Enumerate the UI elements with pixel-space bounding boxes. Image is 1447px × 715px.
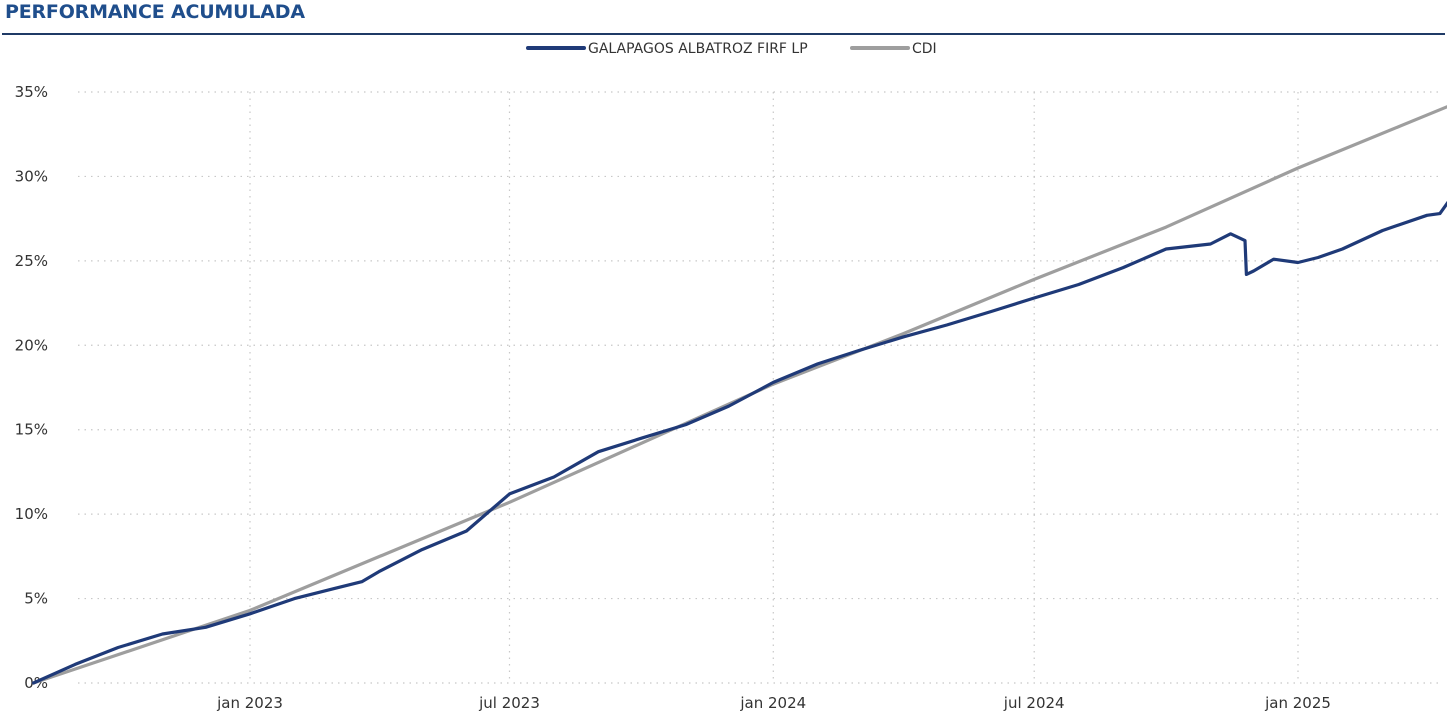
page-title: PERFORMANCE ACUMULADA <box>5 1 305 23</box>
x-axis-ticks: jan 2023 jul 2023 jan 2024 jul 2024 jan 2025 <box>216 694 1331 712</box>
legend-label: GALAPAGOS ALBATROZ FIRF LP <box>588 41 808 57</box>
title-divider <box>2 33 1445 35</box>
x-tick-label: jan 2025 <box>1264 694 1331 712</box>
legend[interactable]: GALAPAGOS ALBATROZ FIRF LP CDI <box>526 41 937 57</box>
legend-label: CDI <box>912 41 937 57</box>
x-tick-label: jan 2024 <box>739 694 806 712</box>
x-tick-label: jan 2023 <box>216 694 283 712</box>
x-tick-label: jul 2023 <box>478 694 540 712</box>
y-tick-label: 5% <box>24 590 48 608</box>
y-tick-label: 35% <box>15 83 48 101</box>
y-tick-label: 15% <box>15 421 48 439</box>
x-tick-label: jul 2024 <box>1003 694 1065 712</box>
legend-item-cdi[interactable]: CDI <box>850 41 937 57</box>
y-axis-ticks: 0%5%10%15%20%25%30%35% <box>15 83 48 692</box>
y-tick-label: 20% <box>15 336 48 354</box>
legend-item-fund[interactable]: GALAPAGOS ALBATROZ FIRF LP <box>526 41 808 57</box>
y-tick-label: 25% <box>15 252 48 270</box>
y-tick-label: 30% <box>15 167 48 185</box>
series-line-cdi <box>31 105 1447 685</box>
grid-layer <box>78 91 1440 684</box>
series-layer <box>31 105 1447 685</box>
header: PERFORMANCE ACUMULADA <box>0 0 1447 36</box>
y-tick-label: 10% <box>15 505 48 523</box>
series-line-fund <box>31 200 1447 685</box>
